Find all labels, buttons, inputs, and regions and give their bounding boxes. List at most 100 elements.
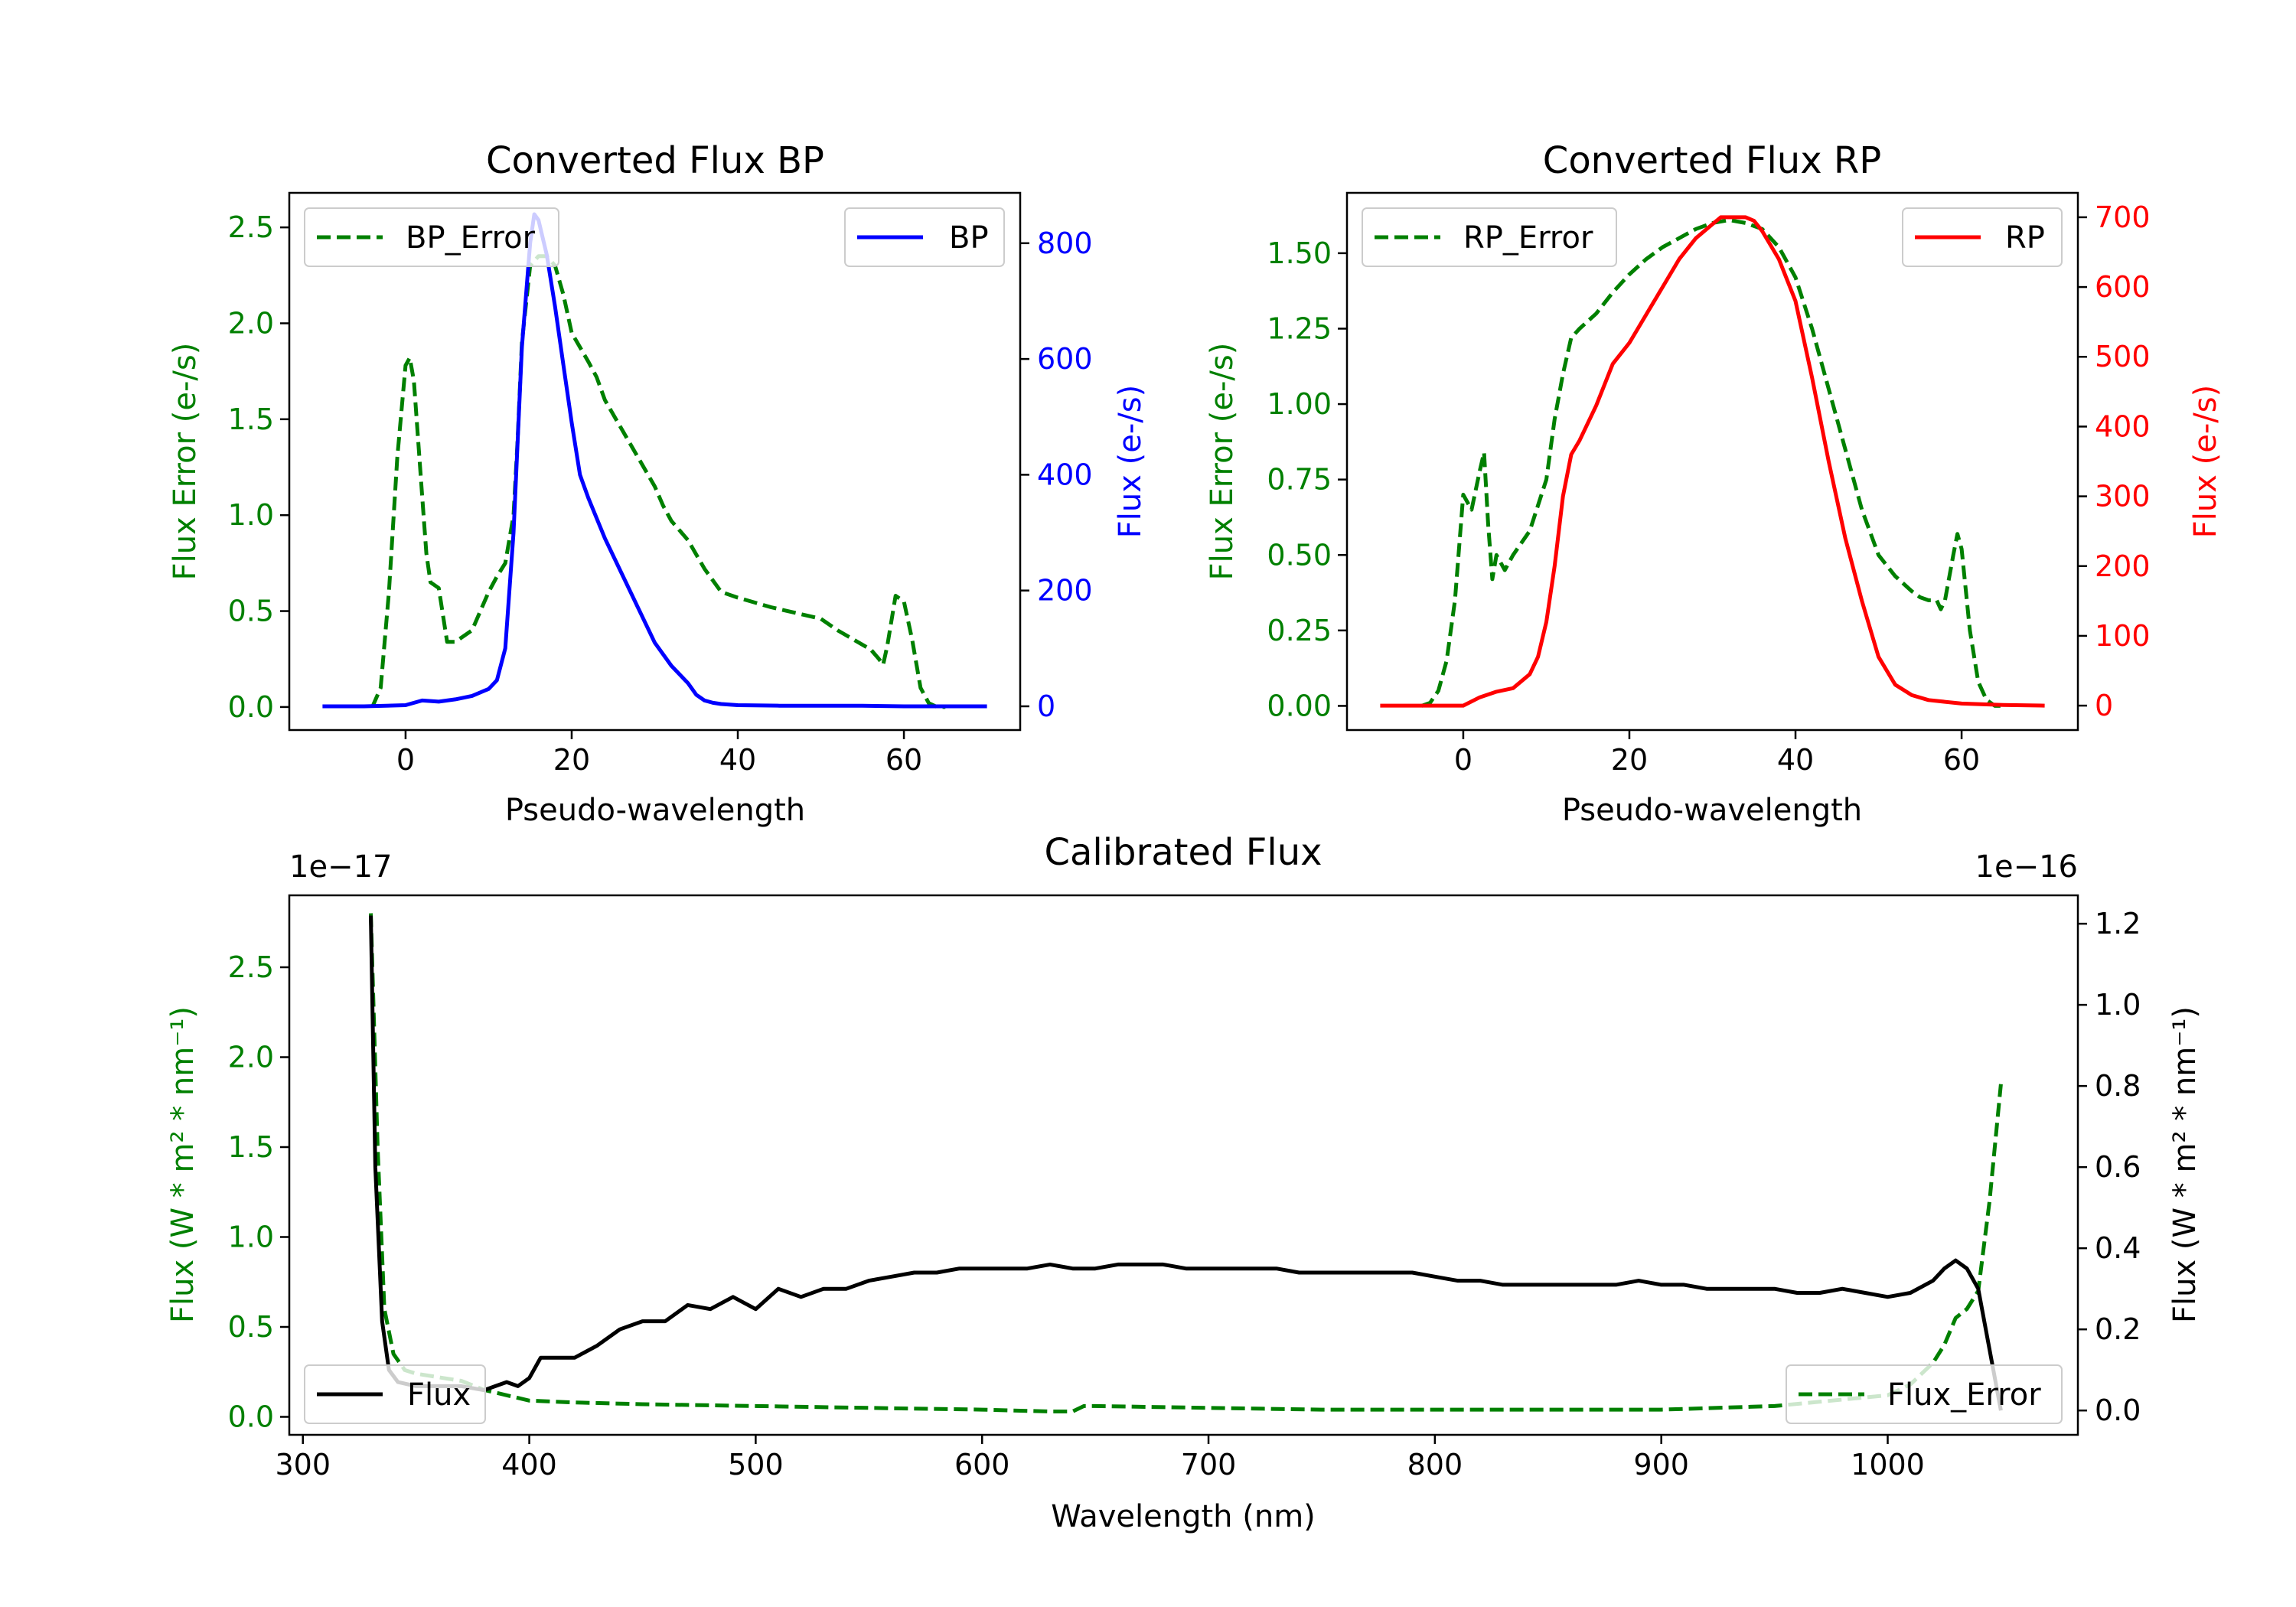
legend-rp-error: RP_Error bbox=[1362, 207, 1617, 267]
legend-flux: Flux bbox=[304, 1364, 486, 1424]
x-tick-label: 1000 bbox=[1851, 1448, 1925, 1482]
x-tick-label: 0 bbox=[396, 743, 415, 777]
x-axis-label-bp: Pseudo-wavelength bbox=[505, 793, 805, 828]
legend-box-bp-error bbox=[304, 207, 559, 267]
plot-frame-calibrated bbox=[288, 894, 2079, 1436]
series-group-bp bbox=[322, 212, 987, 709]
series-line-rp-error bbox=[1420, 218, 2004, 708]
series-line-flux bbox=[369, 915, 2003, 1411]
right-ticks-calibrated: 0.0 0.2 0.4 0.6 0.8 1.0 1.2 bbox=[2078, 907, 2141, 1427]
legend-box-flux bbox=[304, 1364, 486, 1424]
series-group-calibrated bbox=[369, 913, 2003, 1413]
x-tick-label: 800 bbox=[1407, 1448, 1463, 1482]
legend-bp: BP bbox=[844, 207, 1005, 267]
right-tick-label: 0.4 bbox=[2095, 1231, 2141, 1265]
series-line-rp bbox=[1380, 215, 2045, 708]
left-tick-label: 0.50 bbox=[1267, 538, 1332, 572]
right-tick-label: 0.0 bbox=[2095, 1393, 2141, 1427]
right-tick-label: 800 bbox=[1037, 227, 1093, 260]
right-axis-label-rp: Flux (e-/s) bbox=[2188, 385, 2223, 538]
right-tick-label: 600 bbox=[2095, 270, 2151, 304]
right-tick-label: 0 bbox=[2095, 689, 2113, 722]
legend-label-rp-error: RP_Error bbox=[1463, 220, 1593, 256]
right-tick-label: 500 bbox=[2095, 340, 2151, 373]
right-tick-label: 1.2 bbox=[2095, 907, 2141, 940]
left-ticks-rp: 0.00 0.25 0.50 0.75 1.00 1.25 1.50 bbox=[1267, 236, 1347, 722]
panel-converted-flux-bp: Converted Flux BP 0 20 40 60 0.0 0.5 1.0 1.5 2.… bbox=[168, 139, 1148, 828]
legend-rp: RP bbox=[1902, 207, 2063, 267]
plot-frame-rp bbox=[1345, 191, 2079, 732]
right-tick-label: 0.2 bbox=[2095, 1312, 2141, 1346]
left-tick-label: 1.5 bbox=[228, 403, 274, 436]
right-tick-label: 1.0 bbox=[2095, 988, 2141, 1022]
legend-bp-error: BP_Error bbox=[304, 207, 559, 267]
left-offset-text: 1e−17 bbox=[289, 849, 392, 885]
panel-calibrated-flux: Calibrated Flux 1e−17 1e−16 300 400 500 600… bbox=[165, 831, 2203, 1534]
x-ticks-bp: 0 20 40 60 bbox=[396, 730, 922, 777]
series-group-rp bbox=[1380, 215, 2045, 708]
x-tick-label: 400 bbox=[501, 1448, 557, 1482]
legend-box-flux-error bbox=[1786, 1364, 2063, 1424]
series-line-bp bbox=[322, 212, 987, 709]
right-tick-label: 300 bbox=[2095, 480, 2151, 513]
x-tick-label: 60 bbox=[1943, 743, 1980, 777]
right-tick-label: 400 bbox=[1037, 458, 1093, 491]
legend-label-rp: RP bbox=[2005, 220, 2045, 256]
x-tick-label: 40 bbox=[719, 743, 756, 777]
chart-title-rp: Converted Flux RP bbox=[1543, 139, 1881, 182]
legend-label-flux-error: Flux_Error bbox=[1887, 1377, 2041, 1413]
left-tick-label: 0.5 bbox=[228, 1310, 274, 1344]
right-tick-label: 0 bbox=[1037, 689, 1055, 723]
left-ticks-calibrated: 0.0 0.5 1.0 1.5 2.0 2.5 bbox=[228, 950, 289, 1434]
left-axis-label-rp: Flux Error (e-/s) bbox=[1205, 343, 1240, 581]
x-ticks-rp: 0 20 40 60 bbox=[1454, 730, 1980, 777]
legend-box-rp bbox=[1902, 207, 2063, 267]
right-tick-label: 700 bbox=[2095, 200, 2151, 234]
x-tick-label: 500 bbox=[728, 1448, 784, 1482]
left-tick-label: 2.5 bbox=[228, 210, 274, 244]
left-tick-label: 1.25 bbox=[1267, 311, 1332, 345]
left-axis-label-calibrated: Flux (W * m² * nm⁻¹) bbox=[165, 1006, 201, 1323]
left-tick-label: 2.5 bbox=[228, 950, 274, 984]
legend-label-bp-error: BP_Error bbox=[406, 220, 536, 256]
x-tick-label: 700 bbox=[1181, 1448, 1237, 1482]
right-tick-label: 400 bbox=[2095, 409, 2151, 443]
right-ticks-bp: 0 200 400 600 800 bbox=[1020, 227, 1093, 723]
x-axis-label-calibrated: Wavelength (nm) bbox=[1051, 1499, 1316, 1534]
legend-box-bp bbox=[844, 207, 1005, 267]
x-tick-label: 0 bbox=[1454, 743, 1473, 777]
x-tick-label: 40 bbox=[1777, 743, 1814, 777]
left-tick-label: 1.0 bbox=[228, 498, 274, 532]
chart-title-bp: Converted Flux BP bbox=[486, 139, 824, 182]
left-tick-label: 1.5 bbox=[228, 1130, 274, 1164]
x-tick-label: 60 bbox=[885, 743, 922, 777]
left-tick-label: 0.5 bbox=[228, 595, 274, 628]
right-tick-label: 0.6 bbox=[2095, 1150, 2141, 1184]
left-tick-label: 1.00 bbox=[1267, 387, 1332, 421]
x-tick-label: 20 bbox=[553, 743, 590, 777]
series-line-flux-error bbox=[369, 913, 2003, 1413]
left-tick-label: 0.00 bbox=[1267, 689, 1332, 722]
legend-label-flux: Flux bbox=[407, 1377, 471, 1413]
series-line-bp-error bbox=[370, 254, 946, 709]
legend-label-bp: BP bbox=[949, 220, 989, 256]
x-tick-label: 600 bbox=[954, 1448, 1010, 1482]
left-tick-label: 1.50 bbox=[1267, 236, 1332, 270]
right-tick-label: 100 bbox=[2095, 619, 2151, 653]
legend-box-rp-error bbox=[1362, 207, 1617, 267]
right-tick-label: 600 bbox=[1037, 342, 1093, 376]
chart-title-calibrated: Calibrated Flux bbox=[1044, 831, 1322, 874]
left-tick-label: 0.0 bbox=[228, 690, 274, 724]
legend-flux-error: Flux_Error bbox=[1786, 1364, 2063, 1424]
left-tick-label: 0.0 bbox=[228, 1400, 274, 1434]
x-tick-label: 20 bbox=[1611, 743, 1648, 777]
right-tick-label: 200 bbox=[2095, 549, 2151, 583]
left-ticks-bp: 0.0 0.5 1.0 1.5 2.0 2.5 bbox=[228, 210, 289, 724]
x-tick-label: 300 bbox=[275, 1448, 331, 1482]
left-tick-label: 0.25 bbox=[1267, 614, 1332, 647]
panel-converted-flux-rp: Converted Flux RP 0 20 40 60 0.000.250.500.… bbox=[1205, 139, 2223, 828]
left-tick-label: 2.0 bbox=[228, 1041, 274, 1074]
x-tick-label: 900 bbox=[1633, 1448, 1689, 1482]
left-tick-label: 1.0 bbox=[228, 1221, 274, 1254]
